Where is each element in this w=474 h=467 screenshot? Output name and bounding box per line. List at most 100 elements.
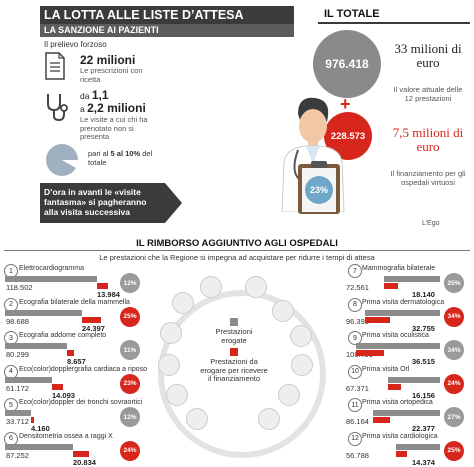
pct-badge: 27% (444, 407, 464, 427)
row-index: 10 (348, 364, 362, 379)
da-erogare-value: 14.374 (412, 457, 435, 467)
rimborso-title: IL RIMBORSO AGGIUNTIVO AGLI OSPEDALI (136, 238, 338, 249)
row-label: Prima visita Orl (362, 365, 410, 373)
rimborso-rule (4, 250, 470, 251)
erogate-bar (5, 343, 67, 349)
da-erogare-bar (82, 316, 101, 323)
da-erogare-value: 18.140 (412, 290, 435, 299)
eye-icon (290, 325, 312, 347)
row-label: Eco(color)dopplergrafia cardiaca a ripos… (19, 365, 148, 373)
da-erogare-bar (373, 417, 390, 423)
da-erogare-bar (67, 350, 74, 356)
stat2-line1: da 1,1 (80, 88, 109, 102)
grey-value-circle: 976.418 (313, 30, 381, 98)
red-amount: 7,5 milioni di euro (392, 125, 464, 154)
row-index: 7 (348, 264, 362, 278)
stat3-range: 5 al 10% (110, 149, 141, 158)
banner-text: D’ora in avanti le «visite fantasma» si … (44, 187, 147, 217)
fantasma-banner: D’ora in avanti le «visite fantasma» si … (40, 183, 182, 223)
pct-badge: 23% (120, 373, 140, 394)
pct-value: 23% (309, 185, 328, 195)
erogate-bar (5, 376, 52, 383)
stethoscope-icon (44, 92, 70, 122)
da-erogare-value: 36.515 (412, 357, 435, 366)
main-title: LA LOTTA ALLE LISTE D’ATTESA (40, 6, 294, 24)
row-label: Elettrocardiogramma (19, 265, 84, 272)
erogate-value: 96.393 (346, 316, 369, 326)
row-index: 12 (348, 431, 362, 446)
red-value: 228.573 (330, 130, 366, 142)
densitometry-icon (186, 408, 208, 430)
pct-badge: 34% (444, 340, 464, 360)
pie-slice-icon (44, 142, 80, 178)
stat1-value: 22 milioni (80, 53, 136, 67)
da-erogare-bar (388, 383, 401, 390)
ecg-icon (200, 276, 222, 298)
row-index: 6 (4, 431, 18, 446)
pct-badge: 24% (444, 373, 464, 394)
pct-badge: 12% (120, 407, 140, 427)
da-erogare-bar (97, 283, 108, 289)
da-erogare-value: 14.093 (52, 390, 75, 400)
heart-icon (258, 408, 280, 430)
prelievo-label: Il prelievo forzoso (44, 40, 107, 49)
totale-title: IL TOTALE (324, 8, 380, 20)
erogate-value: 86.164 (346, 417, 369, 426)
da-erogare-bar (396, 450, 407, 457)
row-label: Mammografia bilaterale (362, 265, 436, 272)
stat2-a: a (80, 104, 85, 114)
vessel-icon (166, 384, 188, 406)
totale-underline (318, 22, 470, 24)
da-erogare-value: 8.657 (67, 357, 86, 366)
stat1-text: Le prescrizioni con ricetta (80, 66, 143, 84)
da-erogare-value: 13.984 (97, 290, 120, 299)
row-label: Prima visita dermatologica (362, 298, 445, 306)
stat3-post: del totale (88, 149, 153, 167)
stat3-text: pari al 5 al 10% del totale (88, 149, 163, 167)
erogate-bar (388, 376, 440, 383)
erogate-value: 87.252 (6, 450, 29, 460)
erogate-value: 61.172 (6, 383, 29, 393)
pct-badge: 25% (444, 440, 464, 461)
erogate-value: 72.561 (346, 283, 369, 292)
credit: L’Ego (422, 220, 440, 227)
da-erogare-value: 32.755 (412, 323, 435, 333)
legend-red: Prestazioni da erogare per ricevere il f… (200, 357, 268, 383)
row-index: 11 (348, 398, 362, 412)
erogate-bar (396, 443, 440, 450)
da-erogare-value: 16.156 (412, 390, 435, 400)
stat2-from: 1,1 (91, 88, 109, 102)
grey-amount: 33 milioni di euro (394, 41, 462, 70)
erogate-value: 118.502 (6, 283, 33, 292)
row-label: Ecografia bilaterale della mammella (19, 298, 130, 306)
da-erogare-bar (73, 450, 89, 457)
document-icon (44, 52, 66, 80)
row-label: Ecografia addome completo (19, 332, 107, 339)
stat2-line2: a 2,2 milioni (80, 101, 146, 115)
xray-icon (172, 292, 194, 314)
grey-value: 976.418 (325, 57, 369, 71)
da-erogare-bar (384, 283, 398, 289)
da-erogare-bar (365, 316, 390, 323)
erogate-bar (5, 410, 31, 416)
legend-red-swatch (230, 348, 238, 356)
erogate-bar (356, 343, 440, 349)
da-erogare-value: 4.160 (31, 424, 50, 433)
pct-badge: 12% (120, 273, 140, 293)
plus-icon: + (340, 94, 351, 114)
da-erogare-bar (31, 417, 34, 423)
erogate-value: 98.688 (6, 316, 29, 326)
pct-badge: 24% (120, 440, 140, 461)
erogate-bar (5, 276, 97, 282)
da-erogare-value: 22.377 (412, 424, 435, 433)
da-erogare-value: 24.397 (82, 323, 105, 333)
row-label: Densitometria ossea a raggi X (19, 432, 113, 440)
row-label: Eco(color)doppler dei tronchi sovraortic… (19, 399, 143, 406)
stat2-text: Le visite a cui chi ha prenotato non si … (80, 115, 148, 141)
legend-grey-swatch (230, 318, 238, 326)
skin-icon (272, 300, 294, 322)
erogate-bar (373, 410, 440, 416)
grey-text: Il valore attuale delle 12 prestazioni (393, 85, 463, 103)
pct-badge: 34% (444, 306, 464, 327)
ear-icon (291, 354, 313, 376)
